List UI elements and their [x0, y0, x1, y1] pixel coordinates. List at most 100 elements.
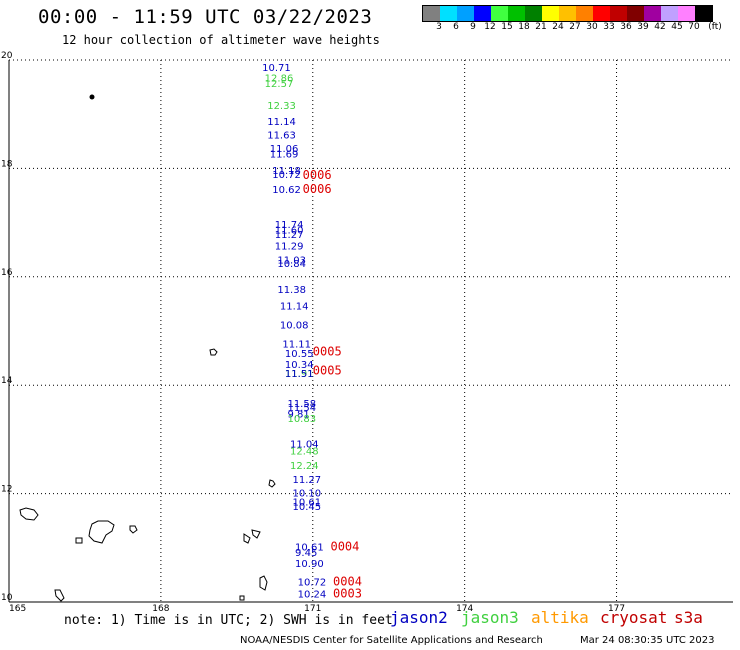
wave-height-label: 11.27: [293, 475, 322, 486]
wave-height-label: 11.18: [272, 166, 301, 177]
wave-height-label: 11.60: [275, 225, 304, 236]
wave-height-label: 10.34: [285, 360, 314, 371]
color-scale-label: 45: [671, 22, 683, 32]
island-outline: [243, 533, 251, 544]
longitude-tick-label: 168: [152, 604, 169, 614]
wave-height-label: 10.08: [280, 320, 309, 331]
color-swatch: [661, 6, 678, 21]
latitude-tick-label: 20: [1, 51, 13, 61]
island-outline: [259, 575, 268, 591]
wave-height-label: 10.45: [293, 502, 322, 513]
color-swatch: [525, 6, 542, 21]
color-scale-label: 21: [535, 22, 547, 32]
color-swatch: [695, 6, 712, 21]
wave-height-label: 11.11: [282, 339, 311, 350]
wave-height-label: 11.74: [275, 220, 304, 231]
island-outline: [88, 520, 115, 544]
color-scale-label: 39: [637, 22, 649, 32]
longitude-tick-label: 174: [456, 604, 473, 614]
color-scale-label: 70: [688, 22, 700, 32]
color-scale-label: 9: [470, 22, 476, 32]
track-time-label: 0003: [333, 587, 362, 601]
wave-height-label: 10.62: [272, 185, 301, 196]
color-swatch: [610, 6, 627, 21]
wave-height-label: 11.38: [277, 285, 306, 296]
latitude-tick-label: 10: [1, 593, 13, 603]
wave-height-label: 10.72: [272, 170, 301, 181]
island-outline: [75, 537, 83, 544]
wave-height-label: 9.45: [295, 548, 317, 559]
color-swatch: [508, 6, 525, 21]
wave-height-label: 12.24: [290, 461, 319, 472]
wave-height-label: 10.55: [285, 349, 314, 360]
wave-height-label: 10.72: [298, 578, 327, 589]
color-swatch: [440, 6, 457, 21]
legend-jason2: jason2: [390, 608, 448, 627]
wave-height-label: 12.48: [290, 447, 319, 458]
legend-s3a: s3a: [674, 608, 703, 627]
color-scale-labels: 3 6 9 12 15 18 21 24 27 30 33 36 39 42 45 70 (ft): [422, 22, 740, 34]
credit-text: NOAA/NESDIS Center for Satellite Applica…: [240, 635, 543, 646]
longitude-tick-label: 165: [9, 604, 26, 614]
island-outline: [268, 479, 276, 488]
track-time-label: 0004: [333, 575, 362, 589]
track-time-label: 0006: [303, 182, 332, 196]
color-scale-label: 6: [453, 22, 459, 32]
track-time-label: 0005: [313, 363, 342, 377]
wave-height-label: 11.03: [277, 255, 306, 266]
island-outline: [54, 589, 65, 602]
wave-height-label: 10.61: [295, 543, 324, 554]
wave-height-label: 10.61: [293, 498, 322, 509]
wave-height-label: 11.63: [267, 131, 296, 142]
color-scale-label: 15: [501, 22, 513, 32]
wave-height-label: 12.86: [265, 74, 294, 85]
wave-height-label: 11.14: [280, 301, 309, 312]
wave-height-label: 10.90: [295, 559, 324, 570]
color-scale-unit: (ft): [708, 22, 722, 32]
wave-height-label: 11.29: [275, 242, 304, 253]
island-outline: [19, 507, 39, 521]
longitude-tick-label: 177: [608, 604, 625, 614]
color-scale-label: 30: [586, 22, 598, 32]
color-swatch: [593, 6, 610, 21]
color-swatch: [559, 6, 576, 21]
legend-altika: altika: [531, 608, 589, 627]
wave-height-label: 11.54: [287, 403, 316, 414]
wave-height-label: 10.10: [293, 488, 322, 499]
wave-height-label: 11.51: [285, 369, 314, 380]
color-scale-label: 33: [603, 22, 615, 32]
island-outlines: [19, 94, 276, 602]
legend-jason3: jason3: [461, 608, 519, 627]
wave-height-label: 11.91: [285, 369, 314, 380]
wave-height-label: 10.83: [287, 414, 316, 425]
color-swatch: [542, 6, 559, 21]
latitude-tick-label: 18: [1, 159, 13, 169]
wave-height-label: 9.81: [287, 410, 309, 421]
island-dot: [89, 94, 95, 100]
generated-timestamp: Mar 24 08:30:35 UTC 2023: [580, 635, 715, 646]
track-time-label: 0005: [313, 344, 342, 358]
longitude-tick-label: 171: [304, 604, 321, 614]
wave-height-label: 11.04: [290, 440, 319, 451]
island-outline: [251, 529, 261, 539]
color-scale-label: 12: [484, 22, 496, 32]
page-subtitle: 12 hour collection of altimeter wave hei…: [62, 33, 380, 47]
color-swatch: [576, 6, 593, 21]
color-swatch: [678, 6, 695, 21]
island-outline: [239, 595, 245, 601]
wave-height-label: 10.71: [262, 63, 291, 74]
color-swatch: [423, 6, 440, 21]
color-scale-label: 42: [654, 22, 666, 32]
latitude-tick-label: 14: [1, 376, 13, 386]
color-swatch: [644, 6, 661, 21]
wave-height-label: 12.33: [267, 101, 296, 112]
color-scale-bar: [422, 5, 713, 22]
track-time-label: 0006: [303, 168, 332, 182]
latitude-tick-label: 16: [1, 268, 13, 278]
island-outline: [209, 348, 218, 356]
island-outline: [129, 525, 138, 534]
wave-height-label: 11.69: [270, 150, 299, 161]
page-title: 00:00 - 11:59 UTC 03/22/2023: [38, 6, 373, 28]
note-text: note: 1) Time is in UTC; 2) SWH is in fe…: [64, 613, 393, 628]
